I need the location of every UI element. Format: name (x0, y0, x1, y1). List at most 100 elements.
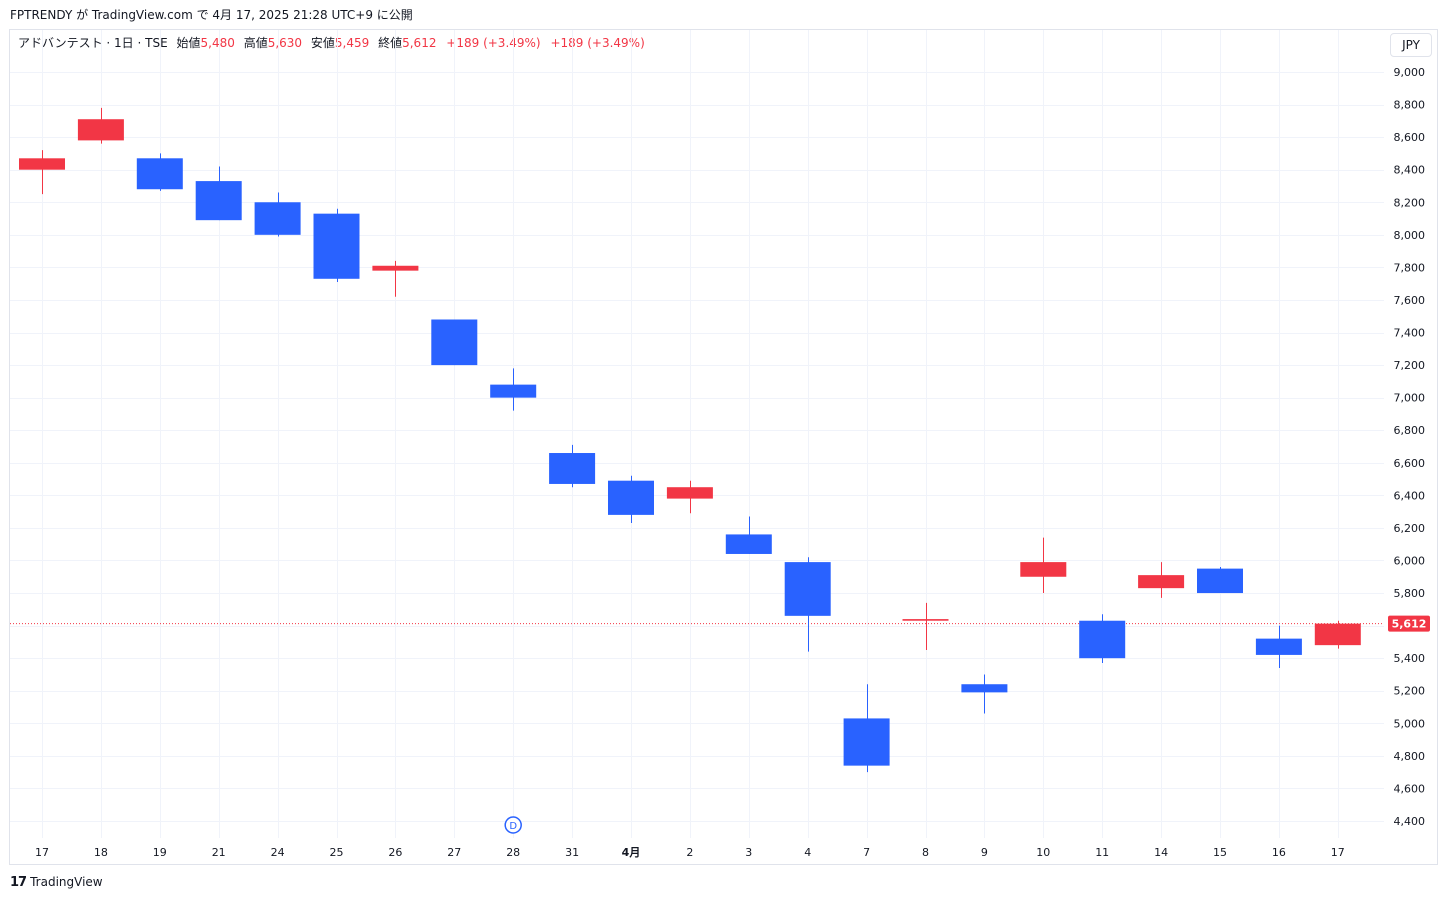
x-tick-label: 18 (94, 846, 108, 859)
candle-body (372, 265, 419, 271)
legend-change-2: +189 (+3.49%) (550, 36, 645, 50)
tradingview-logo-icon: 17 (10, 875, 27, 890)
candle-body (490, 384, 537, 398)
candle-body (666, 487, 713, 499)
publish-caption: FPTRENDY が TradingView.com で 4月 17, 2025… (10, 8, 413, 22)
y-tick-label: 8,400 (1394, 164, 1426, 177)
candle-body (254, 202, 301, 235)
y-tick-label: 6,200 (1394, 522, 1426, 535)
last-price-label: 5,612 (1392, 618, 1427, 631)
legend-high-value: 5,630 (267, 36, 303, 50)
x-tick-label: 19 (153, 846, 167, 859)
candle-body (1138, 575, 1185, 589)
candle-body (1079, 620, 1126, 659)
y-tick-label: 8,200 (1394, 196, 1426, 209)
candle (372, 260, 419, 297)
candle-body (1255, 638, 1302, 655)
candle-body (431, 319, 478, 366)
x-tick-label: 21 (212, 846, 226, 859)
x-tick-label: 15 (1213, 846, 1227, 859)
candle-body (77, 119, 124, 141)
y-tick-label: 5,000 (1394, 717, 1426, 730)
x-tick-label: 3 (745, 846, 752, 859)
currency-button[interactable]: JPY (1390, 33, 1432, 57)
candle-body (843, 718, 890, 766)
legend-symbol[interactable]: アドバンテスト · 1日 · TSE (18, 36, 168, 50)
candle (195, 166, 242, 221)
y-tick-label: 8,600 (1394, 131, 1426, 144)
last-price-tag (1388, 615, 1430, 632)
candle (1197, 566, 1243, 594)
candle (843, 684, 890, 773)
candle (19, 150, 65, 195)
y-tick-label: 5,400 (1394, 652, 1426, 665)
footer-brand: TradingView (30, 875, 103, 889)
y-tick-label: 6,000 (1394, 554, 1426, 567)
x-tick-label: 8 (922, 846, 929, 859)
x-tick-label: 10 (1036, 846, 1050, 859)
y-tick-label: 7,600 (1394, 294, 1426, 307)
candle (431, 319, 478, 366)
y-tick-label: 5,800 (1394, 587, 1426, 600)
candle (725, 516, 772, 554)
x-tick-label: 7 (863, 846, 870, 859)
x-tick-label: 25 (330, 846, 344, 859)
candle-body (1314, 623, 1361, 646)
tradingview-footer: 17 TradingView (10, 875, 103, 890)
price-axis[interactable]: 4,4004,6004,8005,0005,2005,4005,6005,800… (1388, 66, 1430, 828)
y-tick-label: 7,200 (1394, 359, 1426, 372)
event-markers[interactable]: D (504, 816, 522, 834)
legend-close-label: 終値 (378, 36, 403, 50)
candle (1314, 620, 1361, 649)
chart-frame (9, 29, 1438, 865)
x-tick-label: 27 (447, 846, 461, 859)
legend-open-label: 始値 (176, 36, 201, 50)
y-tick-label: 7,800 (1394, 261, 1426, 274)
y-tick-label: 4,600 (1394, 782, 1426, 795)
x-tick-label: 26 (388, 846, 402, 859)
x-tick-label: 17 (35, 846, 49, 859)
time-axis[interactable]: 17 18 19 21 24 25 26 27 28 31 4月 2 3 4 7 8 9 10 11 14 15 16 17 (35, 846, 1345, 859)
candle (77, 107, 124, 144)
candle-body (1020, 562, 1067, 577)
dividend-marker-label: D (509, 821, 517, 832)
x-tick-label: 2 (686, 846, 693, 859)
x-tick-label: 28 (506, 846, 520, 859)
candle (961, 674, 1008, 714)
y-tick-label: 9,000 (1394, 66, 1426, 79)
legend-open-value: 5,480 (200, 36, 235, 50)
y-tick-label: 6,600 (1394, 457, 1426, 470)
x-tick-label: 4月 (622, 846, 641, 859)
y-tick-label: 6,800 (1394, 424, 1426, 437)
y-tick-label: 4,800 (1394, 750, 1426, 763)
candle-body (549, 453, 596, 484)
candle (254, 192, 301, 237)
x-tick-label: 9 (981, 846, 988, 859)
candle (136, 153, 183, 191)
y-tick-label: 4,400 (1394, 815, 1426, 828)
candle-body (608, 480, 654, 515)
y-tick-label: 7,000 (1394, 392, 1426, 405)
x-tick-label: 14 (1154, 846, 1168, 859)
x-tick-label: 31 (565, 846, 579, 859)
candle (784, 557, 831, 652)
candle (1138, 562, 1185, 598)
dividend-marker-icon[interactable]: D (504, 816, 522, 834)
candle (608, 475, 654, 524)
x-tick-label: 24 (271, 846, 285, 859)
candle-body (961, 684, 1008, 693)
y-tick-label: 8,800 (1394, 99, 1426, 112)
y-tick-label: 8,000 (1394, 229, 1426, 242)
y-tick-label: 5,200 (1394, 685, 1426, 698)
y-tick-label: 6,400 (1394, 489, 1426, 502)
candle (490, 368, 537, 411)
legend-low-value: 5,459 (334, 36, 370, 50)
legend-high-label: 高値 (243, 36, 268, 50)
x-tick-label: 17 (1331, 846, 1345, 859)
legend-change: +189 (+3.49%) (446, 36, 541, 50)
candle-body (784, 562, 831, 616)
x-tick-label: 16 (1272, 846, 1286, 859)
x-tick-label: 4 (804, 846, 811, 859)
legend-close-value: 5,612 (402, 36, 437, 50)
